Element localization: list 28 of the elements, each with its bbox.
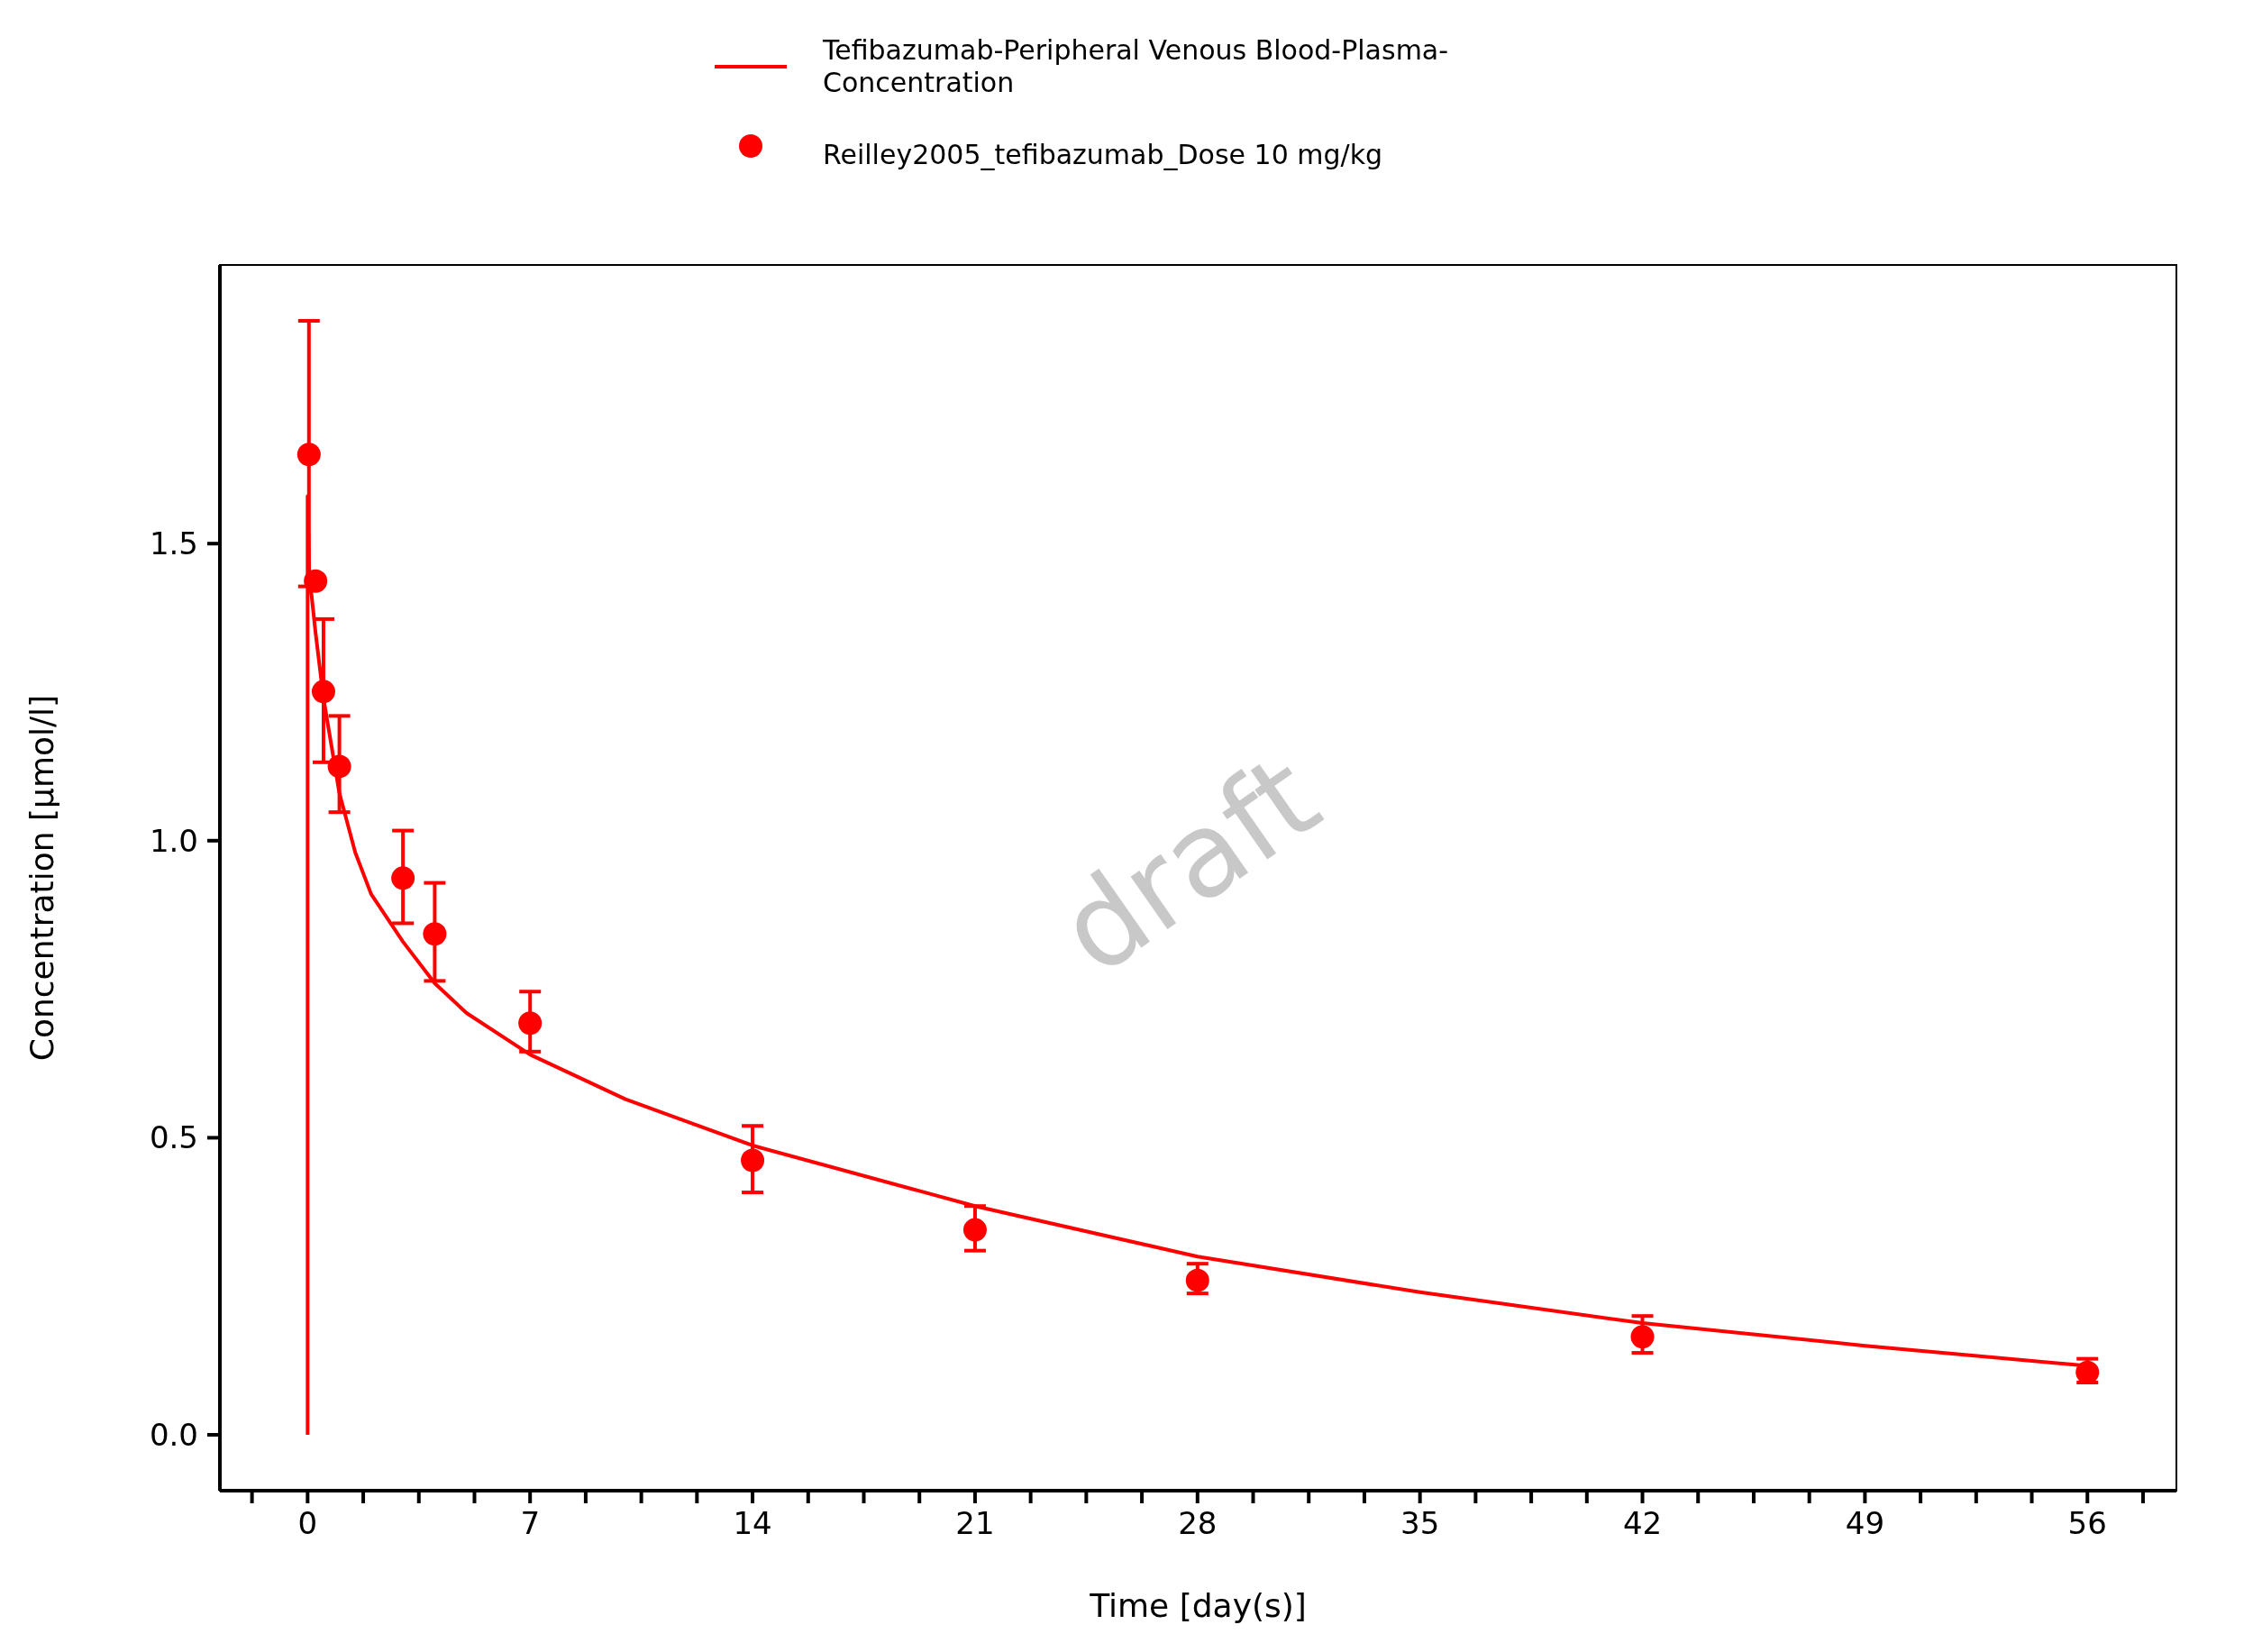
y-tick-label: 1.5: [149, 525, 198, 562]
point: [311, 680, 335, 704]
point: [423, 922, 447, 946]
x-tick-label: 35: [1400, 1505, 1440, 1542]
point: [962, 1218, 987, 1242]
y-tick-label: 0.5: [149, 1119, 198, 1156]
point: [1185, 1268, 1209, 1292]
x-tick-label: 0: [297, 1505, 318, 1542]
x-tick-label: 7: [520, 1505, 541, 1542]
y-tick-label: 0.0: [149, 1417, 198, 1454]
legend-label: Reilley2005_tefibazumab_Dose 10 mg/kg: [823, 138, 1384, 171]
point: [304, 569, 328, 593]
x-tick-label: 28: [1178, 1505, 1218, 1542]
legend-label: Tefibazumab-Peripheral Venous Blood-Plasma-Concentration: [823, 34, 1450, 99]
y-tick-label: 1.0: [149, 822, 198, 859]
x-tick-label: 49: [1845, 1505, 1885, 1542]
x-axis-title: Time [day(s)]: [1089, 1587, 1307, 1624]
point: [518, 1011, 543, 1036]
y-axis-title: Concentration [µmol/l]: [23, 694, 60, 1062]
point: [391, 866, 415, 890]
point: [741, 1148, 765, 1173]
point: [327, 754, 351, 779]
point: [1630, 1325, 1655, 1349]
x-tick-label: 56: [2067, 1505, 2107, 1542]
x-tick-label: 42: [1622, 1505, 1663, 1542]
x-tick-label: 14: [733, 1505, 772, 1542]
point: [296, 443, 321, 467]
x-tick-label: 21: [955, 1505, 995, 1542]
